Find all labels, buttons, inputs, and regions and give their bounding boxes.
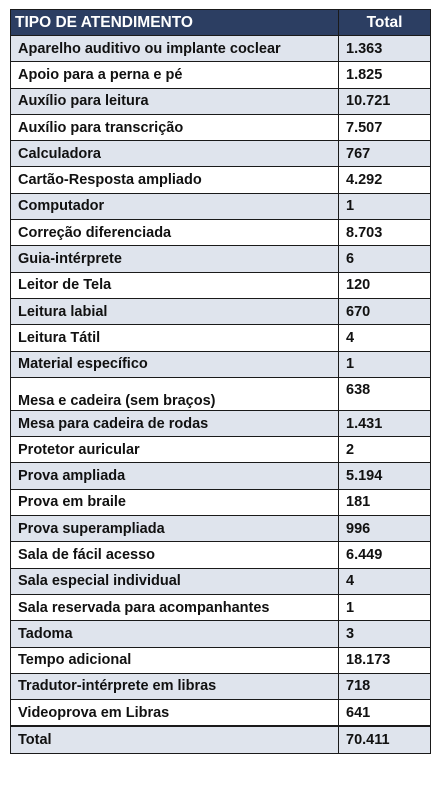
row-total: 1.363 [338, 34, 431, 63]
row-total: 996 [338, 515, 431, 543]
table-header: TIPO DE ATENDIMENTO Total [10, 9, 431, 36]
table-footer: Total 70.411 [10, 725, 431, 755]
row-tipo: Mesa para cadeira de rodas [10, 409, 339, 438]
row-tipo: Guia-intérprete [10, 245, 339, 273]
row-total: 767 [338, 140, 431, 168]
row-tipo: Apoio para a perna e pé [10, 61, 339, 89]
row-tipo: Protetor auricular [10, 436, 339, 464]
table-row: Cartão-Resposta ampliado 4.292 [10, 166, 431, 194]
row-total: 1 [338, 350, 431, 378]
row-total: 3 [338, 620, 431, 648]
row-total: 7.507 [338, 113, 431, 142]
row-tipo: Sala especial individual [10, 567, 339, 595]
table-body: Aparelho auditivo ou implante coclear 1.3… [10, 34, 431, 727]
row-tipo: Sala de fácil acesso [10, 541, 339, 569]
table-row: Leitura labial 670 [10, 297, 431, 326]
table-row: Prova em braile 181 [10, 488, 431, 517]
row-tipo: Correção diferenciada [10, 219, 339, 247]
row-tipo: Tradutor-intérprete em libras [10, 672, 339, 701]
row-tipo: Prova superampliada [10, 515, 339, 543]
row-tipo: Leitor de Tela [10, 271, 339, 299]
row-total: 18.173 [338, 646, 431, 674]
row-total: 670 [338, 297, 431, 326]
table-row: Tradutor-intérprete em libras 718 [10, 672, 431, 701]
table-row: Computador 1 [10, 192, 431, 221]
table-row: Tadoma 3 [10, 620, 431, 648]
table-row: Prova superampliada 996 [10, 515, 431, 543]
row-total: 181 [338, 488, 431, 517]
row-total: 120 [338, 271, 431, 299]
table-row: Prova ampliada 5.194 [10, 462, 431, 490]
row-total: 5.194 [338, 462, 431, 490]
row-tipo: Leitura Tátil [10, 324, 339, 352]
row-total: 4.292 [338, 166, 431, 194]
table-row: Leitor de Tela 120 [10, 271, 431, 299]
table-row: Sala reservada para acompanhantes 1 [10, 593, 431, 622]
row-tipo: Mesa e cadeira (sem braços) [10, 376, 339, 411]
row-total: 1 [338, 192, 431, 221]
table-row: Material específico 1 [10, 350, 431, 378]
row-total: 638 [338, 376, 431, 411]
table-row: Aparelho auditivo ou implante coclear 1.3… [10, 34, 431, 63]
row-tipo: Tempo adicional [10, 646, 339, 674]
total-row: Total 70.411 [10, 725, 431, 755]
row-tipo: Auxílio para transcrição [10, 113, 339, 142]
table-row: Calculadora 767 [10, 140, 431, 168]
row-total: 6.449 [338, 541, 431, 569]
row-tipo: Calculadora [10, 140, 339, 168]
table-row: Apoio para a perna e pé 1.825 [10, 61, 431, 89]
table-row: Mesa para cadeira de rodas 1.431 [10, 409, 431, 438]
row-tipo: Aparelho auditivo ou implante coclear [10, 34, 339, 63]
header-total: Total [338, 9, 431, 36]
row-total: 1.825 [338, 61, 431, 89]
table-row: Guia-intérprete 6 [10, 245, 431, 273]
table-row: Mesa e cadeira (sem braços) 638 [10, 376, 431, 411]
row-total: 4 [338, 567, 431, 595]
row-total: 1 [338, 593, 431, 622]
row-total: 1.431 [338, 409, 431, 438]
table-row: Protetor auricular 2 [10, 436, 431, 464]
row-tipo: Prova ampliada [10, 462, 339, 490]
row-tipo: Prova em braile [10, 488, 339, 517]
table-container: TIPO DE ATENDIMENTO Total Aparelho audit… [10, 9, 431, 755]
table-row: Auxílio para transcrição 7.507 [10, 113, 431, 142]
row-tipo: Leitura labial [10, 297, 339, 326]
row-tipo: Material específico [10, 350, 339, 378]
row-total: 2 [338, 436, 431, 464]
row-tipo: Computador [10, 192, 339, 221]
table-row: Correção diferenciada 8.703 [10, 219, 431, 247]
table-row: Sala de fácil acesso 6.449 [10, 541, 431, 569]
row-tipo: Auxílio para leitura [10, 87, 339, 115]
table-row: Auxílio para leitura 10.721 [10, 87, 431, 115]
header-row: TIPO DE ATENDIMENTO Total [10, 9, 431, 36]
row-total: 10.721 [338, 87, 431, 115]
row-total: 8.703 [338, 219, 431, 247]
table-row: Videoprova em Libras 641 [10, 699, 431, 727]
total-label: Total [10, 725, 339, 755]
table-row: Sala especial individual 4 [10, 567, 431, 595]
total-value: 70.411 [338, 725, 431, 755]
row-total: 4 [338, 324, 431, 352]
table-row: Tempo adicional 18.173 [10, 646, 431, 674]
row-tipo: Tadoma [10, 620, 339, 648]
row-tipo: Videoprova em Libras [10, 699, 339, 727]
header-tipo: TIPO DE ATENDIMENTO [10, 9, 339, 36]
table-row: Leitura Tátil 4 [10, 324, 431, 352]
row-tipo: Sala reservada para acompanhantes [10, 593, 339, 622]
row-total: 6 [338, 245, 431, 273]
atendimento-table: TIPO DE ATENDIMENTO Total Aparelho audit… [10, 9, 431, 755]
row-total: 718 [338, 672, 431, 701]
row-tipo: Cartão-Resposta ampliado [10, 166, 339, 194]
row-total: 641 [338, 699, 431, 727]
